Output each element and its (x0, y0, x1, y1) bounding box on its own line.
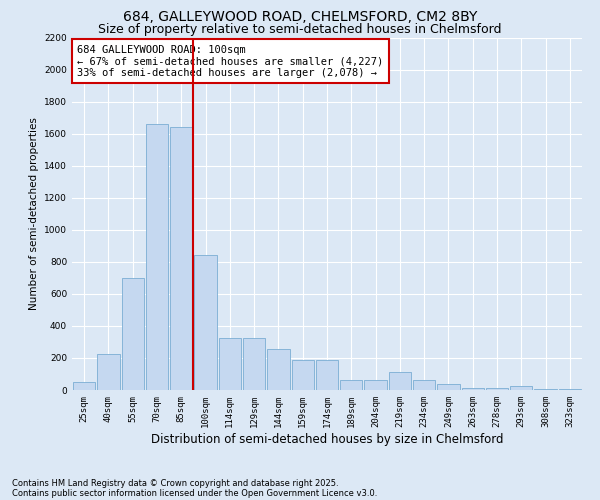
Bar (170, 127, 193, 390)
Bar (218, 338, 241, 390)
Bar (267, 349, 290, 390)
Bar (340, 380, 362, 390)
Bar (292, 360, 314, 390)
Bar (461, 388, 484, 390)
Bar (243, 338, 265, 390)
Bar (316, 360, 338, 390)
Bar (97, 354, 119, 390)
X-axis label: Distribution of semi-detached houses by size in Chelmsford: Distribution of semi-detached houses by … (151, 432, 503, 446)
Bar (122, 278, 144, 390)
Y-axis label: Number of semi-detached properties: Number of semi-detached properties (29, 118, 38, 310)
Text: 684 GALLEYWOOD ROAD: 100sqm
← 67% of semi-detached houses are smaller (4,227)
33: 684 GALLEYWOOD ROAD: 100sqm ← 67% of sem… (77, 44, 383, 78)
Bar (510, 386, 532, 390)
Bar (535, 389, 557, 390)
Bar (559, 389, 581, 390)
Text: Contains public sector information licensed under the Open Government Licence v3: Contains public sector information licen… (12, 488, 377, 498)
Bar (146, 124, 168, 390)
Bar (389, 372, 411, 390)
Bar (364, 380, 387, 390)
Text: Size of property relative to semi-detached houses in Chelmsford: Size of property relative to semi-detach… (98, 22, 502, 36)
Text: 684, GALLEYWOOD ROAD, CHELMSFORD, CM2 8BY: 684, GALLEYWOOD ROAD, CHELMSFORD, CM2 8B… (123, 10, 477, 24)
Bar (413, 380, 436, 390)
Bar (73, 382, 95, 390)
Text: Contains HM Land Registry data © Crown copyright and database right 2025.: Contains HM Land Registry data © Crown c… (12, 478, 338, 488)
Bar (437, 384, 460, 390)
Bar (194, 256, 217, 390)
Bar (486, 388, 508, 390)
